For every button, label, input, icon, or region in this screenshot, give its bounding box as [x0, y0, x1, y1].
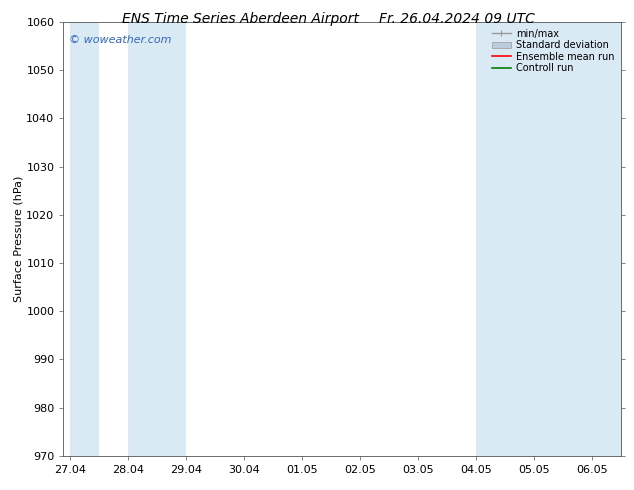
Bar	[70, 22, 100, 456]
Legend: min/max, Standard deviation, Ensemble mean run, Controll run: min/max, Standard deviation, Ensemble me…	[489, 27, 616, 75]
Bar	[128, 22, 186, 456]
Y-axis label: Surface Pressure (hPa): Surface Pressure (hPa)	[13, 176, 23, 302]
Text: © woweather.com: © woweather.com	[69, 35, 171, 45]
Bar	[476, 22, 621, 456]
Text: ENS Time Series Aberdeen Airport: ENS Time Series Aberdeen Airport	[122, 12, 359, 26]
Text: Fr. 26.04.2024 09 UTC: Fr. 26.04.2024 09 UTC	[378, 12, 534, 26]
